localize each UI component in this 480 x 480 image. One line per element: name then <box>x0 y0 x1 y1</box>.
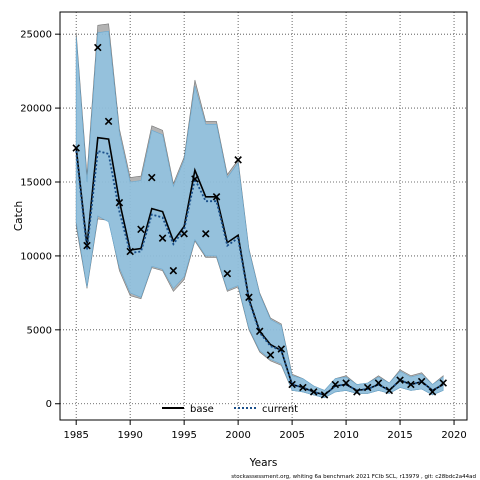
x-tick-label-1990: 1990 <box>117 430 142 441</box>
observed-point-1989 <box>115 198 124 207</box>
legend: base current <box>162 404 298 415</box>
observed-point-1991 <box>137 225 145 234</box>
plot-frame <box>59 11 468 421</box>
observed-point-2006 <box>299 383 307 392</box>
y-tick-label-25000: 25000 <box>20 30 52 41</box>
observed-point-2017 <box>417 377 426 386</box>
observed-point-2005 <box>288 380 296 389</box>
x-tick-label-2015: 2015 <box>387 430 412 441</box>
observed-point-2002 <box>255 327 264 336</box>
x-tick-label-2005: 2005 <box>279 430 304 441</box>
x-tick-label-2020: 2020 <box>441 430 466 441</box>
observed-point-2013 <box>374 379 383 387</box>
legend-label-base: base <box>190 404 214 415</box>
observed-point-2019 <box>439 379 448 387</box>
observed-point-2011 <box>353 388 361 396</box>
y-tick-label-15000: 15000 <box>20 178 52 189</box>
observed-point-1999 <box>223 269 232 278</box>
observed-point-2015 <box>396 376 404 384</box>
x-tick-label-2000: 2000 <box>225 430 250 441</box>
observed-point-2010 <box>342 379 350 387</box>
y-axis-ticks: 0 5000 10000 15000 20000 25000 <box>20 30 60 410</box>
observed-point-1994 <box>169 266 178 275</box>
observed-point-2003 <box>266 351 275 359</box>
line-current <box>75 149 444 396</box>
observed-point-1998 <box>212 193 221 201</box>
y-tick-label-20000: 20000 <box>20 104 52 115</box>
y-tick-label-10000: 10000 <box>20 251 52 262</box>
observed-point-2014 <box>385 386 394 395</box>
observed-point-1985 <box>72 144 80 152</box>
x-tick-label-1995: 1995 <box>171 430 196 441</box>
x-axis-ticks: 1985 1990 1995 2000 2005 2010 2015 2020 <box>63 420 467 441</box>
y-axis-title: Catch <box>13 201 25 231</box>
observed-point-1997 <box>201 229 210 238</box>
observed-point-2001 <box>245 293 253 302</box>
footer-note: stockassessment.org, whiting 6a benchmar… <box>231 474 476 480</box>
observed-point-2018 <box>428 388 437 396</box>
observed-point-2016 <box>407 380 415 389</box>
observed-point-2009 <box>331 380 340 389</box>
x-tick-label-1985: 1985 <box>63 430 88 441</box>
observed-point-1993 <box>158 234 167 242</box>
observed-point-2000 <box>234 156 242 164</box>
y-tick-label-0: 0 <box>46 399 52 410</box>
observed-point-1986 <box>83 241 91 250</box>
observed-point-1987 <box>94 43 102 52</box>
observed-point-1990 <box>126 247 134 256</box>
observed-point-2008 <box>320 391 329 399</box>
y-tick-label-5000: 5000 <box>27 325 52 336</box>
observed-point-2012 <box>363 383 372 392</box>
observed-point-1988 <box>104 117 113 126</box>
legend-label-current: current <box>262 404 298 415</box>
observed-markers <box>72 43 448 399</box>
observed-point-1996 <box>191 175 199 183</box>
x-axis-title: Years <box>249 457 278 469</box>
observed-point-2007 <box>309 388 318 396</box>
x-tick-label-2010: 2010 <box>333 430 358 441</box>
observed-point-1995 <box>180 229 188 238</box>
observed-point-2004 <box>277 345 286 353</box>
observed-point-1992 <box>147 173 156 182</box>
